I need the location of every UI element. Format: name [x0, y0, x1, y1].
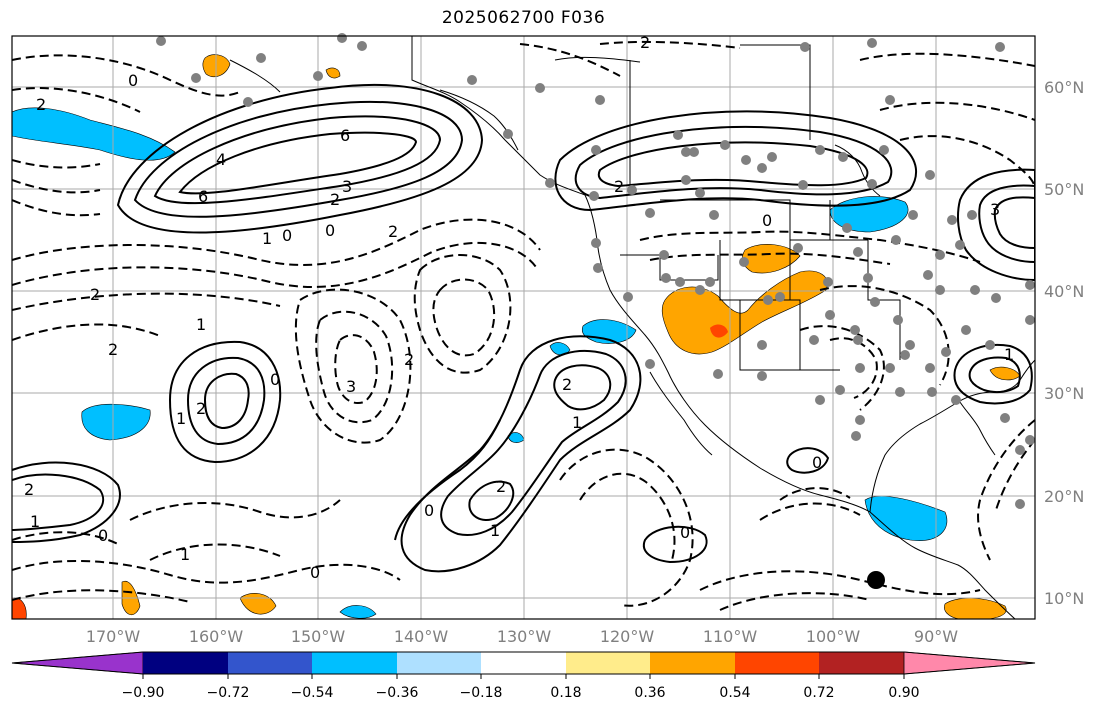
colorbar-segment: [228, 652, 312, 674]
contour-label: 2: [562, 375, 572, 394]
contour-label: 0: [282, 226, 292, 245]
colorbar-segment: [143, 652, 228, 674]
lat-label: 20°N: [1044, 487, 1084, 506]
colorbar-segment: [481, 652, 566, 674]
contour-label: 0: [424, 501, 434, 520]
latitude-labels: 60°N 50°N 40°N 30°N 20°N 10°N: [1044, 78, 1084, 608]
contour-label: 1: [490, 521, 500, 540]
lon-label: 110°W: [703, 627, 758, 646]
contours-positive: [12, 84, 1035, 573]
longitude-labels: 170°W 160°W 150°W 140°W 130°W 120°W 110°…: [86, 627, 958, 646]
contour-label: 2: [90, 285, 100, 304]
lat-label: 10°N: [1044, 589, 1084, 608]
lon-label: 120°W: [600, 627, 655, 646]
contour-label: 0: [680, 523, 690, 542]
contour-label: 0: [812, 453, 822, 472]
colorbar-segment: [735, 652, 819, 674]
contour-label: 0: [98, 526, 108, 545]
contour-label: 2: [388, 222, 398, 241]
shade-blue-southpacific: [339, 605, 377, 619]
lat-label: 30°N: [1044, 384, 1084, 403]
marker-dot: [867, 571, 885, 589]
contour-label: 2: [330, 190, 340, 209]
shade-red-core: [710, 324, 728, 338]
colorbar-tick-label: 0.72: [803, 685, 834, 701]
shade-blue-hawaii: [81, 403, 151, 441]
contours-negative: [12, 40, 1035, 611]
colorbar-segment: [650, 652, 735, 674]
colorbar-tick-label: 0.54: [719, 685, 750, 701]
shading-layer: [12, 54, 1021, 619]
lon-label: 130°W: [497, 627, 552, 646]
shade-blue-socal-small: [549, 342, 571, 356]
contour-label: 6: [198, 187, 208, 206]
contour-label: 2: [496, 477, 506, 496]
colorbar: −0.90 −0.72 −0.54 −0.36 −0.18 0.18 0.36 …: [11, 651, 1036, 701]
map-area: 6 4 6 3 2 0 1 0 2 2 1 2 0 2 1 3 2 2 1 2 …: [11, 33, 1036, 620]
lat-label: 60°N: [1044, 78, 1084, 97]
map-title: 2025062700 F036: [441, 8, 606, 28]
colorbar-tick-labels: −0.90 −0.72 −0.54 −0.36 −0.18 0.18 0.36 …: [122, 685, 920, 701]
colorbar-tick-label: −0.18: [460, 685, 503, 701]
contour-label: 3: [990, 200, 1000, 219]
colorbar-extend-high: [903, 651, 1036, 675]
contour-label: 1: [176, 409, 186, 428]
colorbar-segment: [312, 652, 397, 674]
colorbar-tick-label: −0.54: [291, 685, 334, 701]
contour-label: 1: [196, 315, 206, 334]
lon-label: 100°W: [806, 627, 861, 646]
contour-label: 3: [342, 177, 352, 196]
contour-label: 1: [180, 545, 190, 564]
colorbar-tick-label: 0.18: [550, 685, 581, 701]
contour-label: 6: [340, 126, 350, 145]
contour-label: 0: [325, 221, 335, 240]
contour-label: 2: [196, 399, 206, 418]
colorbar-tick-label: −0.90: [122, 685, 165, 701]
station-dots: [156, 33, 1035, 509]
lon-label: 160°W: [189, 627, 244, 646]
contour-label: 2: [108, 340, 118, 359]
lon-label: 140°W: [394, 627, 449, 646]
shade-orange-north2: [325, 67, 341, 79]
map-frame: [11, 35, 1036, 620]
contour-label: 3: [346, 377, 356, 396]
contour-label: 0: [310, 563, 320, 582]
shade-blue-northpacific: [12, 107, 176, 161]
contour-label: 2: [24, 480, 34, 499]
contour-label: 0: [270, 370, 280, 389]
shade-blue-mexico: [864, 495, 948, 541]
lat-label: 40°N: [1044, 282, 1084, 301]
lon-label: 170°W: [86, 627, 141, 646]
lon-label: 90°W: [914, 627, 958, 646]
contour-label: 2: [404, 350, 414, 369]
colorbar-extend-low: [11, 651, 144, 675]
colorbar-tick-label: 0.36: [634, 685, 665, 701]
contour-label: 2: [614, 177, 624, 196]
contour-labels: 6 4 6 3 2 0 1 0 2 2 1 2 0 2 1 3 2 2 1 2 …: [24, 33, 1014, 582]
contour-label: 1: [262, 229, 272, 248]
contour-label: 0: [128, 71, 138, 90]
colorbar-tick-label: −0.36: [376, 685, 419, 701]
colorbar-segments: [11, 651, 1036, 679]
contour-label: 4: [216, 150, 226, 169]
colorbar-segment: [819, 652, 904, 674]
contour-label: 2: [36, 95, 46, 114]
colorbar-segment: [566, 652, 650, 674]
contour-label: 1: [1004, 345, 1014, 364]
contour-label: 0: [762, 211, 772, 230]
lon-label: 150°W: [291, 627, 346, 646]
contour-label: 1: [572, 413, 582, 432]
contour-label: 2: [640, 33, 650, 52]
lat-label: 50°N: [1044, 180, 1084, 199]
colorbar-tick-label: −0.72: [207, 685, 250, 701]
colorbar-segment: [397, 652, 481, 674]
contour-label: 1: [30, 512, 40, 531]
colorbar-tick-label: 0.90: [888, 685, 919, 701]
